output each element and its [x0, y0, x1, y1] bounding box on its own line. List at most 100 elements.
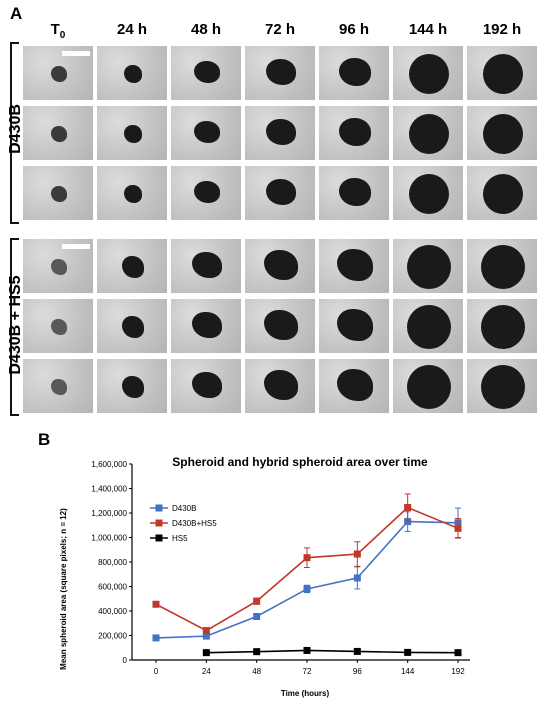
column-label: 96 h [338, 21, 369, 38]
spheroid [339, 178, 371, 206]
spheroid [483, 54, 523, 94]
y-tick-label: 200,000 [98, 632, 127, 641]
data-point [253, 597, 261, 605]
area-line-chart: Spheroid and hybrid spheroid area over t… [59, 455, 470, 698]
data-point [303, 585, 311, 593]
spheroid [122, 316, 144, 338]
data-point [353, 574, 361, 582]
y-tick-label: 600,000 [98, 583, 127, 592]
spheroid [51, 66, 67, 82]
spheroid [483, 114, 523, 154]
micrograph-tile [244, 165, 316, 221]
spheroid [483, 174, 523, 214]
data-point [253, 648, 261, 656]
y-tick-label: 1,200,000 [91, 509, 127, 518]
spheroid [51, 259, 67, 275]
spheroid [194, 181, 220, 203]
micrograph-tile [96, 298, 168, 354]
data-point [152, 600, 160, 608]
spheroid [122, 376, 144, 398]
micrograph-tile [466, 105, 538, 161]
x-tick-label: 144 [401, 667, 415, 676]
scale-bar [62, 51, 90, 56]
legend-label: HS5 [172, 534, 188, 543]
spheroid [51, 126, 67, 142]
series-1 [152, 493, 462, 635]
column-label: 48 h [190, 21, 221, 38]
data-point [303, 554, 311, 562]
spheroid [194, 61, 220, 83]
x-tick-label: 96 [353, 667, 362, 676]
legend-marker [155, 504, 163, 512]
micrograph-tile [22, 358, 94, 414]
series-2 [202, 646, 462, 657]
spheroid [266, 59, 296, 85]
spheroid [51, 186, 67, 202]
micrograph-tile [170, 358, 242, 414]
micrograph-tile [22, 105, 94, 161]
spheroid [51, 379, 67, 395]
micrograph-tile [318, 238, 390, 294]
spheroid [409, 114, 449, 154]
spheroid [481, 365, 525, 409]
x-tick-label: 72 [303, 667, 312, 676]
spheroid [122, 256, 144, 278]
data-point [454, 524, 462, 532]
data-point [202, 632, 210, 640]
y-tick-label: 1,600,000 [91, 460, 127, 469]
spheroid [409, 174, 449, 214]
spheroid [409, 54, 449, 94]
micrograph-tile [96, 45, 168, 101]
chart-title: Spheroid and hybrid spheroid area over t… [172, 455, 428, 469]
spheroid [481, 305, 525, 349]
column-label: 24 h [116, 21, 147, 38]
spheroid [264, 250, 298, 280]
chart-series [152, 493, 462, 657]
data-point [202, 627, 210, 635]
y-tick-label: 1,000,000 [91, 534, 127, 543]
x-axis-label: Time (hours) [281, 689, 330, 698]
y-axis-label: Mean spheroid area (square pixels; n = 1… [59, 508, 68, 670]
chart-legend: D430B D430B+HS5 HS5 [150, 504, 217, 543]
spheroid [51, 319, 67, 335]
micrograph-tile [318, 165, 390, 221]
spheroid [407, 245, 451, 289]
spheroid [407, 365, 451, 409]
micrograph-tile [318, 45, 390, 101]
y-tick-label: 0 [123, 656, 128, 665]
spheroid [124, 185, 142, 203]
panel-b-label: B [38, 430, 51, 449]
micrograph-tile [22, 298, 94, 354]
micrograph-tile [466, 45, 538, 101]
column-label: 144 h [408, 21, 448, 38]
series-line [155, 520, 459, 639]
y-tick-label: 1,400,000 [91, 485, 127, 494]
data-point [253, 613, 261, 621]
micrograph-tile [96, 238, 168, 294]
legend-marker [155, 519, 163, 527]
data-point [152, 634, 160, 642]
data-point [404, 518, 412, 526]
micrograph-tile [318, 358, 390, 414]
micrograph-tile [170, 298, 242, 354]
micrograph-tile [318, 298, 390, 354]
spheroid [264, 310, 298, 340]
data-point [202, 649, 210, 657]
micrograph-tile [96, 358, 168, 414]
spheroid [481, 245, 525, 289]
legend-marker [155, 534, 163, 542]
data-point [404, 503, 412, 511]
spheroid [407, 305, 451, 349]
data-point [303, 646, 311, 654]
spheroid [337, 249, 373, 281]
micrograph-tile [170, 238, 242, 294]
micrograph-tile [244, 358, 316, 414]
micrograph-tile [170, 105, 242, 161]
group-bracket-d430b-hs5 [10, 238, 19, 416]
x-tick-label: 192 [451, 667, 465, 676]
micrograph-tile [392, 298, 464, 354]
y-tick-label: 800,000 [98, 558, 127, 567]
micrograph-tile [244, 105, 316, 161]
spheroid [266, 119, 296, 145]
micrograph-tile [392, 238, 464, 294]
